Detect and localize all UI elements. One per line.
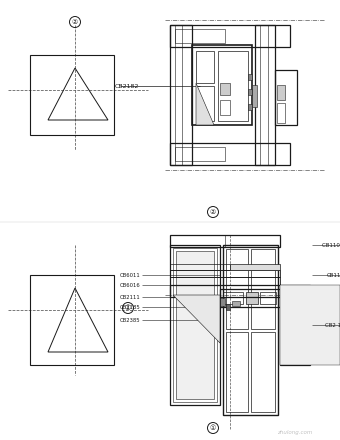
Text: CB2111: CB2111 bbox=[119, 294, 140, 300]
Bar bbox=[170, 277, 280, 285]
Bar bbox=[218, 51, 248, 121]
Bar bbox=[248, 104, 252, 110]
Text: zhulong.com: zhulong.com bbox=[277, 429, 312, 435]
Text: CB112: CB112 bbox=[327, 272, 340, 278]
Bar bbox=[226, 304, 230, 310]
Bar bbox=[196, 86, 214, 121]
Bar bbox=[230, 264, 280, 270]
Bar bbox=[248, 74, 252, 80]
Bar bbox=[220, 83, 230, 95]
Bar bbox=[275, 70, 297, 125]
Bar bbox=[220, 289, 280, 307]
Text: CB2385: CB2385 bbox=[119, 318, 140, 323]
Bar bbox=[220, 100, 230, 115]
Bar bbox=[252, 85, 257, 107]
Bar bbox=[246, 292, 258, 304]
Bar bbox=[280, 285, 340, 365]
Bar bbox=[192, 45, 252, 125]
Bar bbox=[260, 292, 276, 304]
Bar bbox=[170, 285, 280, 297]
Bar bbox=[282, 333, 292, 363]
Text: CB6011: CB6011 bbox=[119, 272, 140, 278]
Bar bbox=[220, 298, 225, 306]
Text: ②: ② bbox=[210, 209, 216, 215]
Bar bbox=[170, 25, 290, 47]
Bar bbox=[170, 245, 220, 405]
Bar bbox=[277, 85, 285, 100]
Polygon shape bbox=[196, 83, 214, 125]
Bar bbox=[196, 51, 214, 83]
Text: CB110 1: CB110 1 bbox=[322, 242, 340, 247]
Text: CB2182: CB2182 bbox=[115, 84, 139, 88]
Bar bbox=[223, 245, 278, 415]
Bar bbox=[170, 264, 230, 270]
Bar bbox=[251, 332, 275, 412]
Bar bbox=[223, 292, 243, 304]
Text: ②: ② bbox=[72, 19, 78, 25]
Text: ①: ① bbox=[210, 425, 216, 431]
Bar bbox=[30, 55, 114, 135]
Bar bbox=[170, 25, 192, 165]
Bar bbox=[248, 89, 252, 95]
Bar bbox=[251, 249, 275, 329]
Bar bbox=[175, 29, 225, 43]
Text: CB2 12: CB2 12 bbox=[325, 323, 340, 327]
Polygon shape bbox=[173, 295, 220, 343]
Bar bbox=[226, 332, 248, 412]
Bar bbox=[175, 147, 225, 161]
Bar bbox=[173, 248, 217, 402]
Bar bbox=[255, 25, 275, 165]
Bar bbox=[280, 285, 310, 365]
Text: CB6016: CB6016 bbox=[119, 282, 140, 287]
Bar bbox=[170, 143, 290, 165]
Bar bbox=[170, 270, 280, 277]
Bar bbox=[282, 308, 292, 330]
Bar bbox=[170, 235, 280, 247]
Text: CB2185: CB2185 bbox=[119, 304, 140, 309]
Bar bbox=[277, 103, 285, 123]
Text: ①: ① bbox=[125, 305, 131, 311]
Bar bbox=[30, 275, 114, 365]
Bar bbox=[232, 301, 240, 306]
Bar bbox=[226, 249, 248, 329]
Bar bbox=[176, 251, 214, 399]
